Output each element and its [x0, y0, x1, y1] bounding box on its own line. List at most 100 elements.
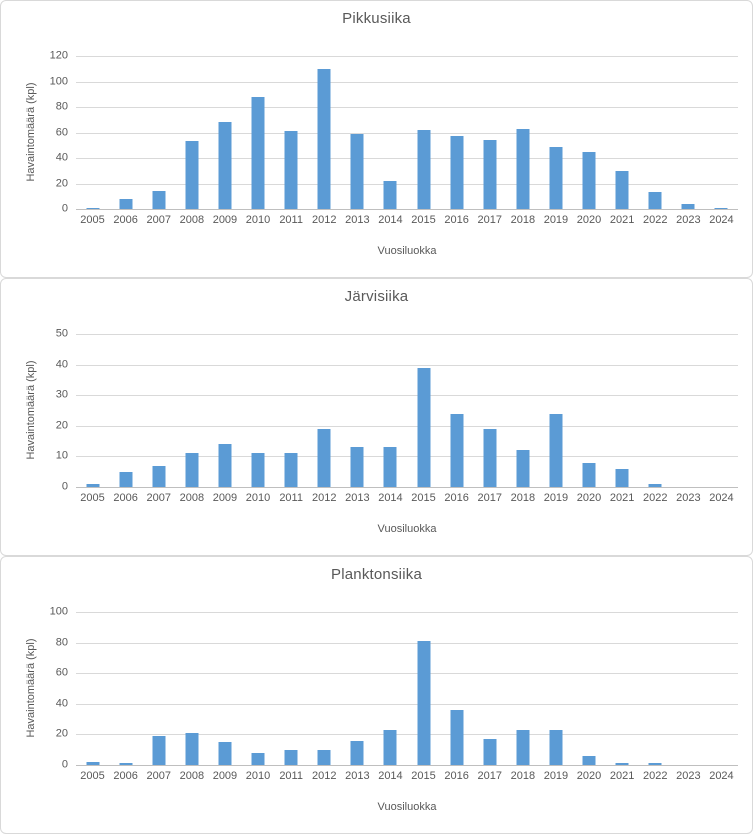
bar-2008 — [185, 732, 199, 765]
x-tick-label: 2013 — [345, 214, 370, 226]
bar-2014 — [383, 447, 397, 487]
bar-2014 — [383, 180, 397, 209]
bar-2015 — [417, 641, 431, 765]
y-tick-label: 0 — [61, 480, 68, 493]
bar-2018 — [516, 450, 530, 487]
y-tick-label: 0 — [61, 202, 68, 215]
chart-title: Pikkusiika — [342, 10, 411, 27]
bar-2013 — [350, 447, 364, 487]
y-tick-label: 20 — [55, 727, 68, 740]
gridline — [76, 395, 738, 397]
bar-2011 — [284, 131, 298, 209]
gridline — [76, 81, 738, 83]
plot-area — [76, 334, 738, 488]
x-tick-label: 2021 — [609, 492, 635, 504]
x-tick-label: 2022 — [643, 492, 668, 504]
bar-2014 — [383, 729, 397, 765]
x-tick-label: 2010 — [245, 214, 271, 226]
bar-2007 — [152, 465, 166, 487]
x-tick-label: 2009 — [212, 492, 238, 504]
x-tick-label: 2014 — [378, 492, 403, 504]
bar-2013 — [350, 133, 364, 209]
x-tick-label: 2007 — [146, 214, 171, 226]
bar-2005 — [86, 207, 100, 209]
bar-2016 — [450, 709, 464, 765]
bar-2019 — [549, 146, 563, 209]
x-axis-tick-labels: 2005 2006 2007 2008 2009 2010 2011 2012 2013 2014… — [76, 771, 738, 785]
x-tick-label: 2005 — [80, 214, 105, 226]
y-tick-label: 60 — [55, 126, 68, 138]
bar-2013 — [350, 740, 364, 765]
bar-2010 — [251, 96, 265, 209]
bar-2019 — [549, 729, 563, 765]
x-tick-label: 2015 — [411, 214, 436, 226]
bar-2005 — [86, 761, 100, 765]
y-tick-label: 60 — [55, 666, 68, 679]
x-tick-label: 2010 — [245, 770, 271, 782]
chart-panel-pikkusiika: Pikkusiika Havaintomäärä (kpl) 0 20 40 60 80… — [0, 0, 753, 278]
x-tick-label: 2012 — [312, 214, 337, 226]
x-tick-label: 2016 — [444, 492, 469, 504]
bar-2021 — [615, 170, 629, 209]
gridline — [76, 703, 738, 705]
gridline — [76, 56, 738, 57]
bar-2021 — [615, 468, 629, 487]
bar-2016 — [450, 136, 464, 209]
x-tick-label: 2015 — [411, 770, 436, 782]
bar-2007 — [152, 735, 166, 765]
y-axis-tick-labels: 0 20 40 60 80 100 — [1, 606, 68, 770]
x-tick-label: 2022 — [643, 214, 668, 226]
x-tick-label: 2017 — [477, 214, 502, 226]
gridline — [76, 425, 738, 427]
bar-2007 — [152, 191, 166, 209]
x-axis-title: Vuosiluokka — [377, 245, 437, 257]
x-tick-label: 2008 — [179, 770, 205, 782]
y-tick-label: 0 — [61, 758, 68, 771]
bar-2005 — [86, 483, 100, 487]
bar-2012 — [317, 749, 331, 765]
bar-2009 — [218, 122, 232, 209]
bar-2006 — [119, 198, 133, 209]
y-tick-label: 20 — [55, 177, 68, 189]
y-tick-label: 20 — [55, 419, 68, 432]
x-tick-label: 2017 — [477, 492, 502, 504]
x-axis-title: Vuosiluokka — [377, 523, 437, 535]
x-tick-label: 2011 — [279, 214, 303, 226]
gridline — [76, 673, 738, 675]
gridline — [76, 456, 738, 458]
x-tick-label: 2020 — [576, 214, 602, 226]
y-tick-label: 40 — [55, 151, 68, 164]
x-tick-label: 2005 — [80, 492, 105, 504]
gridline — [76, 364, 738, 366]
x-tick-label: 2020 — [576, 492, 602, 504]
y-tick-label: 50 — [55, 327, 68, 340]
y-tick-label: 30 — [55, 388, 68, 401]
x-axis-tick-labels: 2005 2006 2007 2008 2009 2010 2011 2012 2013 2014… — [76, 215, 738, 229]
gridline — [76, 107, 738, 108]
x-tick-label: 2022 — [643, 770, 668, 782]
bar-2010 — [251, 453, 265, 487]
gridline — [76, 132, 738, 134]
x-axis-tick-labels: 2005 2006 2007 2008 2009 2010 2011 2012 2013 2014… — [76, 493, 738, 507]
chart-title: Planktonsiika — [331, 566, 422, 583]
y-axis-tick-labels: 0 20 40 60 80 100 120 — [1, 50, 68, 214]
bar-2022 — [648, 763, 662, 765]
x-tick-label: 2011 — [279, 492, 303, 504]
y-tick-label: 120 — [49, 49, 68, 62]
x-tick-label: 2023 — [676, 770, 701, 782]
y-tick-label: 10 — [55, 449, 68, 462]
x-tick-label: 2005 — [80, 770, 105, 782]
y-tick-label: 40 — [55, 697, 68, 710]
bar-2009 — [218, 444, 232, 487]
bar-2011 — [284, 453, 298, 487]
y-tick-label: 100 — [49, 605, 68, 618]
x-tick-label: 2016 — [444, 770, 469, 782]
bar-2017 — [483, 140, 497, 209]
bar-2008 — [185, 453, 199, 487]
bar-2021 — [615, 763, 629, 765]
x-tick-label: 2007 — [146, 492, 171, 504]
bar-2020 — [582, 755, 596, 765]
bar-2020 — [582, 462, 596, 487]
bar-2022 — [648, 483, 662, 487]
x-tick-label: 2018 — [510, 214, 536, 226]
